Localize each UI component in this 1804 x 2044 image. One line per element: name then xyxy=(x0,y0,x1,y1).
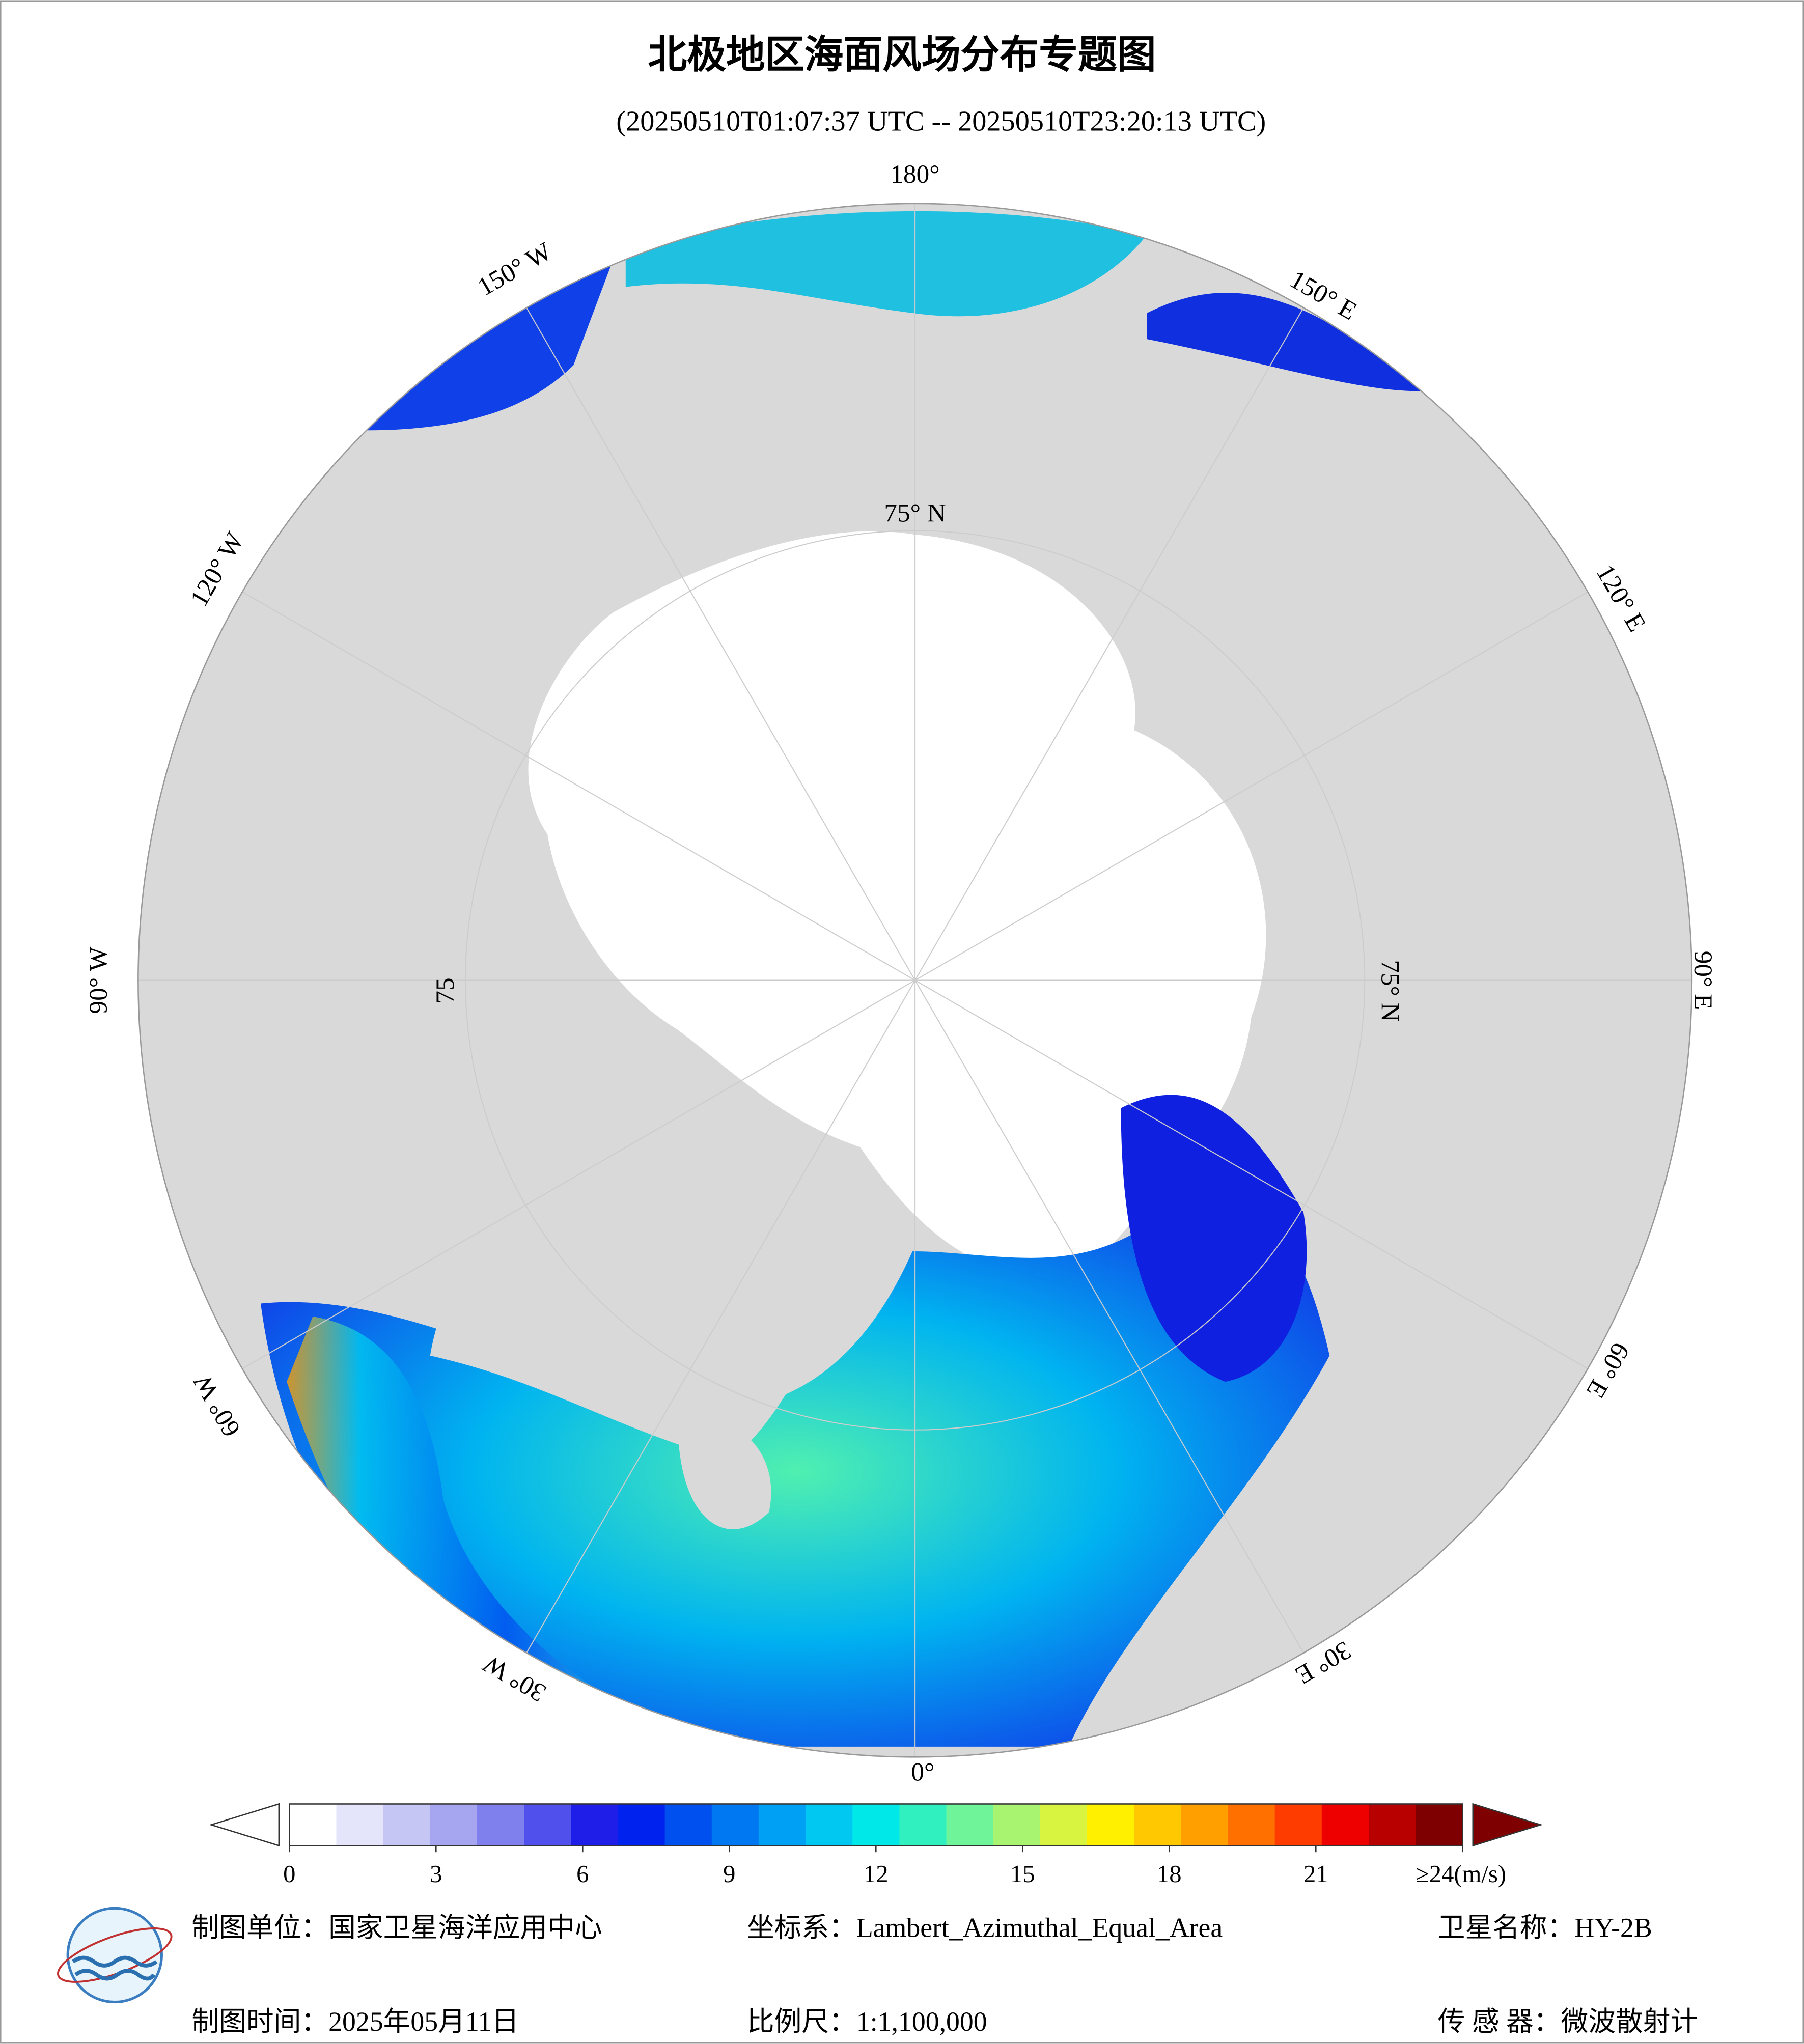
title: 北极地区海面风场分布专题图 xyxy=(648,33,1156,78)
colorbar-tick-label: 9 xyxy=(723,1860,735,1888)
colorbar-cell xyxy=(852,1804,900,1846)
parallel-label: 75° N xyxy=(884,498,946,527)
colorbar-cell xyxy=(1274,1804,1323,1846)
colorbar-cell xyxy=(1416,1804,1463,1846)
footer-text: 传 感 器：微波散射计 xyxy=(1438,2006,1698,2037)
colorbar-cell xyxy=(758,1804,807,1846)
colorbar-low-arrow xyxy=(209,1803,280,1847)
colorbar-cell xyxy=(664,1804,713,1846)
graticule xyxy=(138,203,1692,1757)
greenland xyxy=(430,1118,861,1460)
footer: 制图单位：国家卫星海洋应用中心 坐标系：Lambert_Azimuthal_Eq… xyxy=(191,1913,1698,2037)
colorbar-cell xyxy=(1040,1804,1088,1846)
colorbar-cell xyxy=(618,1804,665,1846)
colorbar-cell xyxy=(899,1804,947,1846)
colorbar-cell xyxy=(711,1804,760,1846)
map-border xyxy=(137,203,1693,1758)
colorbar-tick-label: ≥24(m/s) xyxy=(1416,1860,1506,1888)
colorbar-tick-label: 3 xyxy=(430,1860,442,1888)
colorbar-cell xyxy=(336,1804,384,1846)
colorbar-cell xyxy=(1228,1804,1275,1846)
meridian-label: 180° xyxy=(890,160,939,189)
wind-field-greenland xyxy=(287,1317,652,1747)
colorbar-cell xyxy=(806,1804,853,1846)
colorbar-tick-label: 6 xyxy=(576,1860,589,1888)
map-body xyxy=(138,203,1692,1757)
parallel-label: 75° N xyxy=(1376,960,1405,1021)
colorbar-tick-label: 21 xyxy=(1303,1860,1328,1888)
colorbar-tick-label: 15 xyxy=(1010,1860,1035,1888)
colorbar-cell xyxy=(571,1804,619,1846)
colorbar-cell xyxy=(1321,1804,1370,1846)
colorbar-cell xyxy=(1368,1804,1417,1846)
logo xyxy=(57,1907,173,2004)
colorbar-tick-label: 18 xyxy=(1157,1860,1182,1888)
footer-text: 比例尺：1:1,100,000 xyxy=(747,2006,987,2037)
colorbar: 0 3 6 9 12 15 18 21 ≥24(m/s) xyxy=(209,1803,1543,1888)
sea-ice xyxy=(528,531,1266,1275)
footer-text: 制图单位：国家卫星海洋应用中心 xyxy=(191,1913,602,1943)
colorbar-cell xyxy=(524,1804,572,1846)
wind-field-atlantic xyxy=(260,1196,1330,1747)
colorbar-cell xyxy=(993,1804,1041,1846)
meridian-label: 90° E xyxy=(1688,951,1717,1010)
colorbar-tick-label: 0 xyxy=(283,1860,295,1888)
footer-text: 坐标系：Lambert_Azimuthal_Equal_Area xyxy=(747,1913,1223,1943)
wind-field-barents xyxy=(1121,1095,1307,1382)
wind-field-bering xyxy=(625,211,1147,317)
colorbar-cell xyxy=(1181,1804,1229,1846)
colorbar-cell xyxy=(477,1804,525,1846)
colorbar-high-arrow xyxy=(1472,1803,1543,1847)
subtitle: (20250510T01:07:37 UTC -- 20250510T23:20… xyxy=(616,105,1266,137)
colorbar-tick-label: 12 xyxy=(864,1860,889,1888)
colorbar-cell xyxy=(946,1804,994,1846)
colorbar-cell xyxy=(1087,1804,1135,1846)
colorbar-cell xyxy=(430,1804,478,1846)
colorbar-cell xyxy=(289,1804,337,1846)
colorbar-cell xyxy=(383,1804,431,1846)
parallel-label: 75 xyxy=(431,977,460,1003)
meridian-label: 90° W xyxy=(84,946,113,1014)
wind-field-pacific-w xyxy=(365,261,613,431)
colorbar-cell xyxy=(1134,1804,1182,1846)
footer-text: 卫星名称：HY-2B xyxy=(1438,1913,1652,1943)
footer-text: 制图时间：2025年05月11日 xyxy=(191,2006,519,2037)
meridian-label: 0° xyxy=(911,1757,934,1786)
